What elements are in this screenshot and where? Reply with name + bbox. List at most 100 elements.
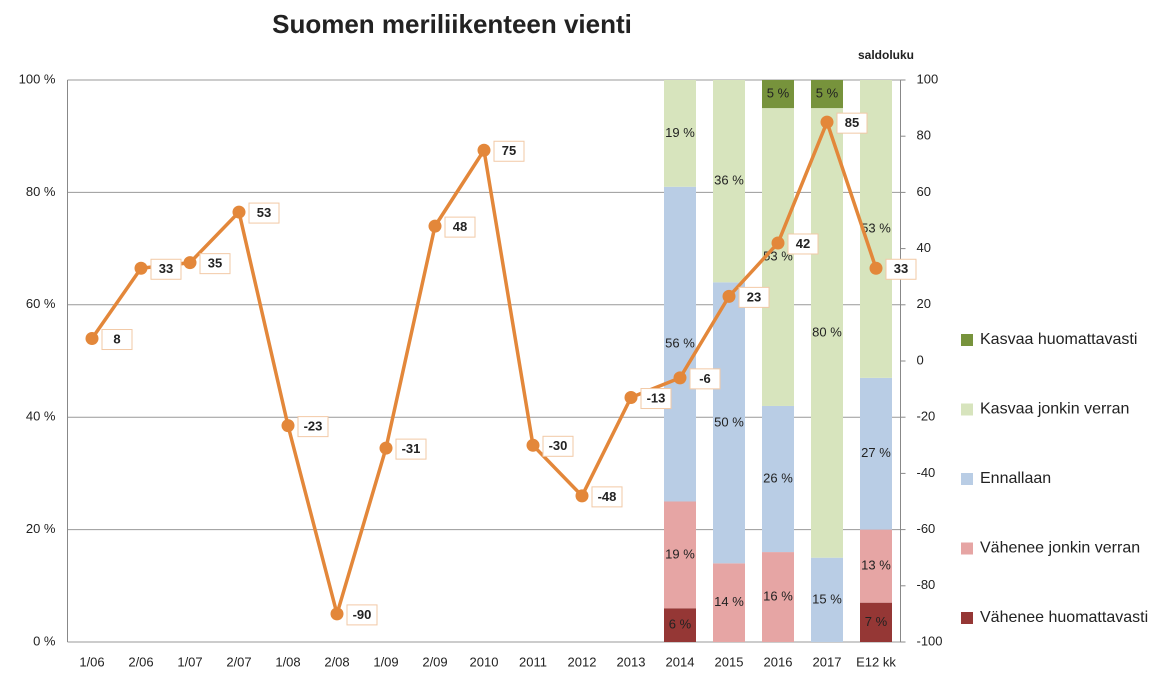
bar-segment xyxy=(860,529,892,603)
line-marker xyxy=(673,371,687,385)
legend-label: Ennallaan xyxy=(980,470,1051,487)
x-tick-label: 2/06 xyxy=(128,654,153,669)
legend-swatch xyxy=(961,542,973,555)
legend-swatch xyxy=(961,334,973,346)
bar-value-label: 14 % xyxy=(714,594,744,609)
bar-value-label: 26 % xyxy=(763,470,793,485)
legend-label: Kasvaa huomattavasti xyxy=(980,331,1137,348)
bar-value-label: 5 % xyxy=(767,85,790,100)
line-value-label: 53 xyxy=(257,205,271,220)
bar-segment xyxy=(713,282,745,564)
line-marker xyxy=(820,115,834,129)
line-value-label: -6 xyxy=(699,371,711,386)
y-tick-label: 80 % xyxy=(26,184,56,199)
y2-tick-label: -100 xyxy=(917,633,943,648)
bar-value-label: 19 % xyxy=(665,546,695,561)
y2-tick-label: 80 xyxy=(917,128,931,143)
bar-segment xyxy=(664,80,696,187)
bar-segment xyxy=(762,80,794,109)
y2-tick-label: 0 xyxy=(917,352,924,367)
line-marker xyxy=(330,607,344,621)
bar-value-label: 53 % xyxy=(861,220,891,235)
line-marker xyxy=(477,143,491,157)
bar-value-label: 80 % xyxy=(812,324,842,339)
line-value-label: 75 xyxy=(502,143,516,158)
bar-value-label: 5 % xyxy=(816,85,839,100)
bar-segment xyxy=(664,501,696,609)
line-value-label: -31 xyxy=(402,441,421,456)
bar-value-label: 56 % xyxy=(665,336,695,351)
y2-tick-label: 100 xyxy=(917,71,939,86)
line-marker xyxy=(624,391,638,405)
x-tick-label: 2017 xyxy=(813,654,842,669)
line-marker xyxy=(526,438,540,452)
x-tick-label: 2/08 xyxy=(324,654,349,669)
line-value-label: 48 xyxy=(453,219,467,234)
y2-tick-label: 20 xyxy=(917,296,931,311)
y2-tick-label: 60 xyxy=(917,184,931,199)
x-tick-label: 2014 xyxy=(666,654,695,669)
x-tick-label: 2/07 xyxy=(226,654,251,669)
bar-value-label: 15 % xyxy=(812,591,842,606)
line-marker xyxy=(183,256,197,270)
y2-axis-label: saldoluku xyxy=(858,48,914,62)
x-tick-label: 1/06 xyxy=(79,654,104,669)
data-label-box xyxy=(493,140,525,162)
x-tick-label: 2015 xyxy=(715,654,744,669)
bar-value-label: 13 % xyxy=(861,558,891,573)
legend-swatch xyxy=(961,473,973,485)
x-tick-label: 2011 xyxy=(519,654,547,669)
line-value-label: 33 xyxy=(894,261,908,276)
data-label-box xyxy=(395,438,427,460)
legend-label: Vähenee jonkin verran xyxy=(980,540,1140,557)
y-tick-label: 60 % xyxy=(26,296,56,311)
x-tick-label: 2012 xyxy=(568,654,597,669)
bar-value-label: 36 % xyxy=(714,173,744,188)
y2-tick-label: -60 xyxy=(917,521,936,536)
bar-segment xyxy=(713,563,745,642)
x-tick-label: 1/08 xyxy=(275,654,300,669)
line-value-label: 8 xyxy=(113,331,120,346)
data-label-box xyxy=(101,329,133,351)
bar-segment xyxy=(762,552,794,642)
data-label-box xyxy=(248,202,280,224)
line-value-label: 33 xyxy=(159,261,173,276)
y2-tick-label: -20 xyxy=(917,409,936,424)
legend-label: Kasvaa jonkin verran xyxy=(980,401,1129,418)
legend-swatch xyxy=(961,403,973,416)
bar-segment xyxy=(762,405,794,553)
bar-segment xyxy=(860,602,892,642)
bar-value-label: 16 % xyxy=(763,588,793,603)
line-marker xyxy=(771,236,785,250)
line-value-label: 85 xyxy=(845,115,859,130)
bar-value-label: 19 % xyxy=(665,125,695,140)
line-marker xyxy=(869,261,883,275)
bar-value-label: 27 % xyxy=(861,445,891,460)
data-label-box xyxy=(787,233,819,255)
data-label-box xyxy=(885,258,917,280)
x-tick-label: 1/09 xyxy=(373,654,398,669)
data-label-box xyxy=(738,286,770,308)
line-marker xyxy=(85,332,99,346)
y2-tick-label: -80 xyxy=(917,577,936,592)
line-marker xyxy=(379,441,393,455)
line-value-label: -90 xyxy=(353,607,372,622)
bar-segment xyxy=(860,377,892,530)
line-value-label: 42 xyxy=(796,236,810,251)
bar-segment xyxy=(664,186,696,502)
line-marker xyxy=(722,289,736,303)
bar-segment xyxy=(713,80,745,283)
line-marker xyxy=(575,489,589,503)
line-value-label: -23 xyxy=(304,419,323,434)
bar-segment xyxy=(811,108,843,558)
line-value-label: 23 xyxy=(747,289,761,304)
data-label-box xyxy=(640,388,672,410)
data-label-box xyxy=(836,112,868,134)
x-tick-label: 1/07 xyxy=(177,654,202,669)
y-tick-label: 0 % xyxy=(33,633,56,648)
data-label-box xyxy=(346,604,378,626)
legend-swatch xyxy=(961,612,973,624)
line xyxy=(90,117,878,621)
line-value-label: -30 xyxy=(549,438,568,453)
bar-segment xyxy=(811,557,843,642)
